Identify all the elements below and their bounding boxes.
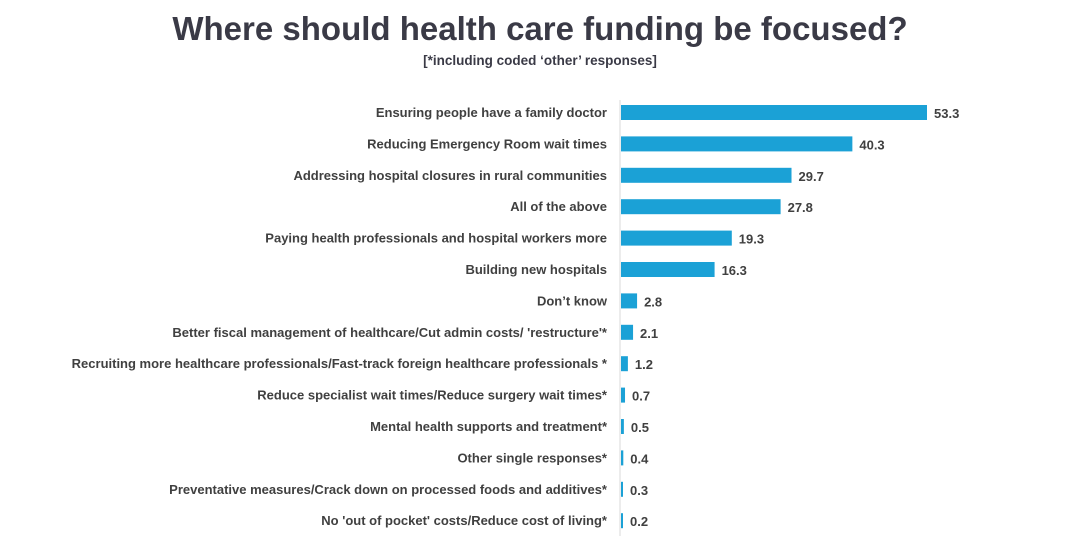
category-label: Mental health supports and treatment* <box>370 419 608 434</box>
value-label: 1.2 <box>635 357 653 372</box>
value-label: 40.3 <box>859 137 884 152</box>
value-label: 2.8 <box>644 294 662 309</box>
value-label: 19.3 <box>739 232 764 247</box>
bars-group: Ensuring people have a family doctor 53.3… <box>72 105 959 529</box>
bar <box>621 356 628 372</box>
category-label: Reduce specialist wait times/Reduce surg… <box>257 388 608 403</box>
category-label: Other single responses* <box>457 450 607 465</box>
category-label: All of the above <box>510 199 607 214</box>
value-label: 0.3 <box>630 483 648 498</box>
bar <box>621 419 624 434</box>
value-label: 0.4 <box>630 451 649 466</box>
value-label: 0.7 <box>632 389 650 404</box>
category-label: Reducing Emergency Room wait times <box>367 136 607 151</box>
bar <box>621 199 781 215</box>
bar <box>621 324 634 340</box>
category-label: Don’t know <box>537 293 608 308</box>
value-label: 2.1 <box>640 326 658 341</box>
category-label: Addressing hospital closures in rural co… <box>293 168 607 183</box>
bar <box>621 293 638 309</box>
bar <box>621 136 853 152</box>
chart-subtitle: [*including coded ‘other’ responses] <box>423 53 657 68</box>
category-label: Preventative measures/Crack down on proc… <box>169 482 608 497</box>
category-label: Recruiting more healthcare professionals… <box>72 356 608 371</box>
chart-title: Where should health care funding be focu… <box>172 10 908 47</box>
value-label: 16.3 <box>722 263 747 278</box>
bar <box>621 481 623 497</box>
category-label: Building new hospitals <box>465 262 607 277</box>
category-label: No 'out of pocket' costs/Reduce cost of … <box>321 513 608 528</box>
category-label: Paying health professionals and hospital… <box>265 231 607 246</box>
bar <box>621 105 927 120</box>
bar <box>621 230 732 246</box>
bar <box>621 167 792 183</box>
category-label: Ensuring people have a family doctor <box>376 105 607 120</box>
bar <box>621 513 623 529</box>
bar <box>621 262 715 277</box>
value-label: 27.8 <box>788 200 813 215</box>
bar <box>621 450 624 466</box>
value-label: 29.7 <box>799 169 824 184</box>
value-label: 53.3 <box>934 106 959 121</box>
category-label: Better fiscal management of healthcare/C… <box>172 325 608 340</box>
value-label: 0.2 <box>630 514 648 529</box>
value-label: 0.5 <box>631 420 649 435</box>
bar <box>621 387 626 403</box>
